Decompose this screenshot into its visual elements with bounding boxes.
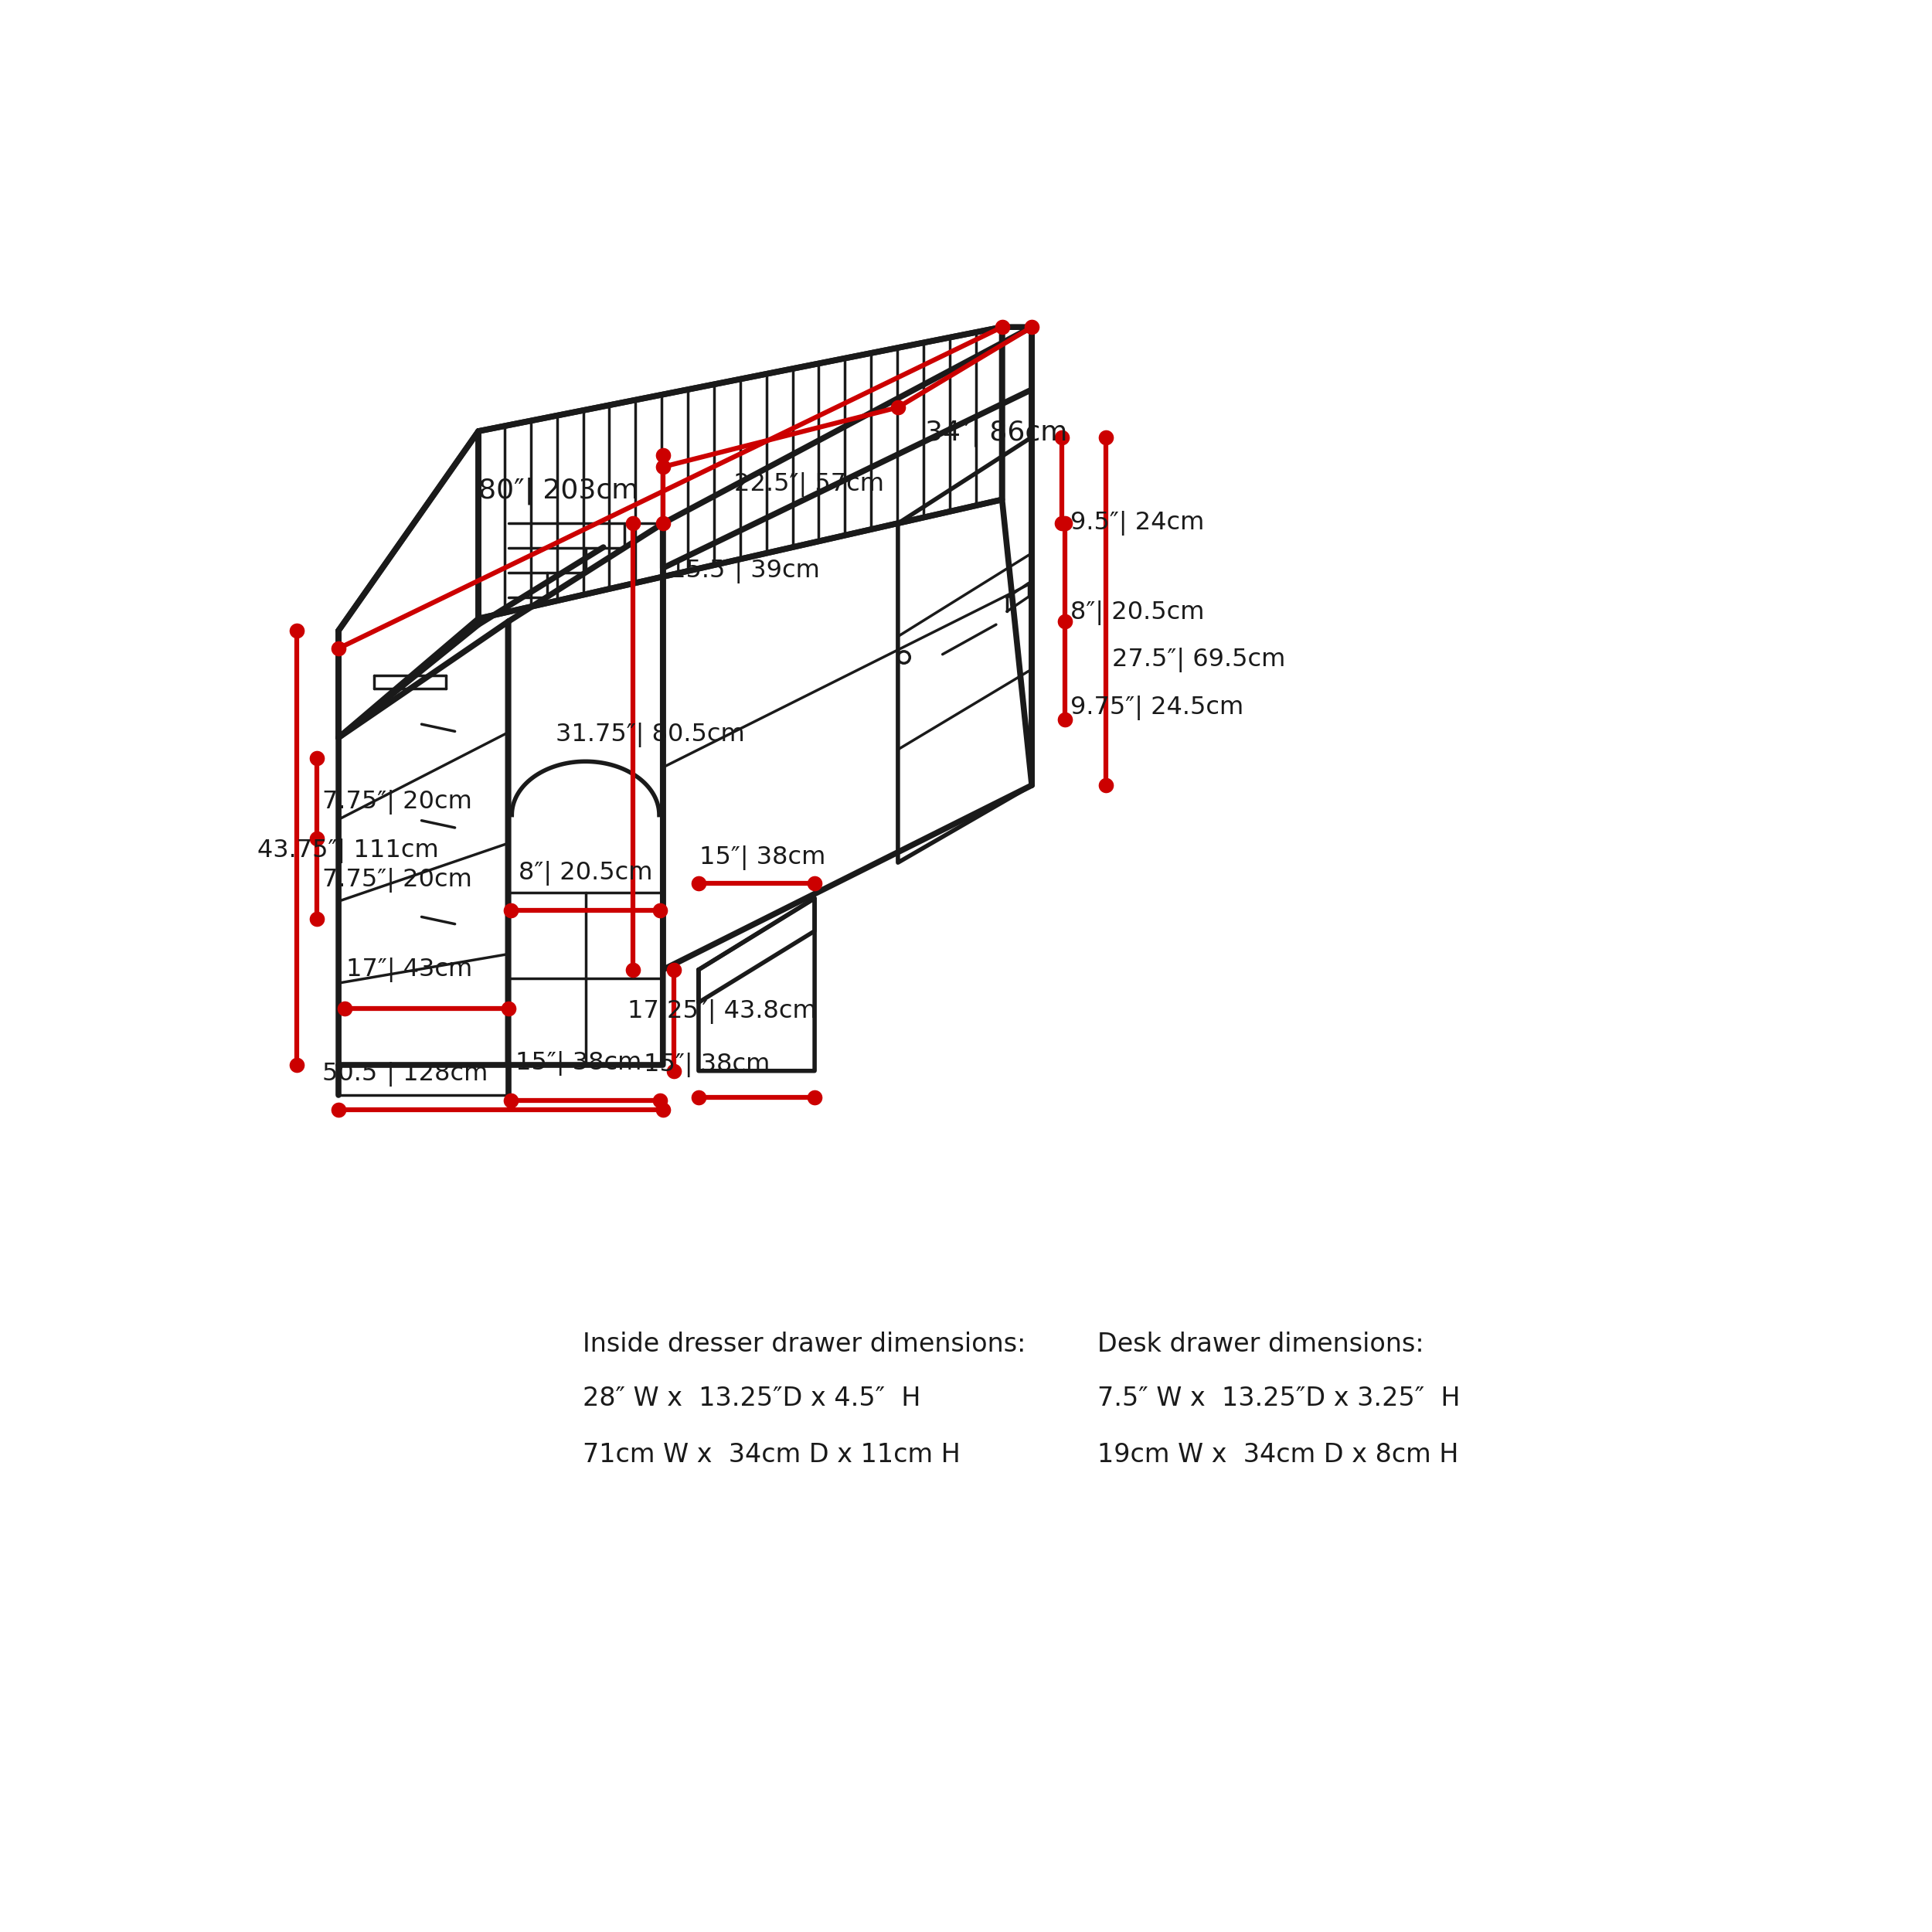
Text: 7.75″| 20cm: 7.75″| 20cm: [323, 790, 471, 813]
Text: 50.5″| 128cm: 50.5″| 128cm: [323, 1061, 489, 1086]
Point: [1092, 769, 1122, 800]
Text: 7.75″| 20cm: 7.75″| 20cm: [323, 867, 471, 893]
Point: [800, 867, 831, 898]
Text: Desk drawer dimensions:: Desk drawer dimensions:: [1097, 1331, 1424, 1358]
Text: 15″| 38cm: 15″| 38cm: [699, 846, 827, 869]
Text: 80″| 203cm: 80″| 203cm: [479, 477, 639, 504]
Text: 8″| 20.5cm: 8″| 20.5cm: [520, 862, 653, 885]
Point: [1045, 508, 1076, 539]
Point: [328, 993, 359, 1024]
Text: 15″| 38cm: 15″| 38cm: [516, 1051, 641, 1076]
Point: [301, 823, 332, 854]
Point: [282, 614, 313, 645]
Text: 31.75″| 80.5cm: 31.75″| 80.5cm: [556, 723, 746, 748]
Text: 15.5″| 39cm: 15.5″| 39cm: [670, 558, 819, 583]
Text: Inside dresser drawer dimensions:: Inside dresser drawer dimensions:: [583, 1331, 1026, 1358]
Point: [987, 311, 1018, 342]
Point: [684, 867, 715, 898]
Text: 28″ W x  13.25″D x 4.5″  H: 28″ W x 13.25″D x 4.5″ H: [583, 1385, 920, 1410]
Text: 9.5″| 24cm: 9.5″| 24cm: [1070, 512, 1204, 535]
Text: 71cm W x  34cm D x 11cm H: 71cm W x 34cm D x 11cm H: [583, 1441, 960, 1468]
Point: [301, 744, 332, 775]
Point: [883, 392, 914, 423]
Text: 17.25″| 43.8cm: 17.25″| 43.8cm: [628, 999, 817, 1024]
Text: 7.5″ W x  13.25″D x 3.25″  H: 7.5″ W x 13.25″D x 3.25″ H: [1097, 1385, 1461, 1410]
Point: [323, 634, 354, 665]
Point: [497, 1086, 527, 1117]
Point: [1045, 421, 1076, 452]
Point: [1049, 705, 1080, 736]
Point: [659, 1055, 690, 1086]
Text: 15″| 38cm: 15″| 38cm: [643, 1053, 771, 1078]
Text: 19cm W x  34cm D x 8cm H: 19cm W x 34cm D x 8cm H: [1097, 1441, 1459, 1468]
Point: [684, 1082, 715, 1113]
Point: [1092, 421, 1122, 452]
Point: [1049, 508, 1080, 539]
Point: [618, 508, 649, 539]
Point: [1049, 607, 1080, 638]
Point: [282, 1049, 313, 1080]
Point: [647, 452, 678, 483]
Point: [323, 1094, 354, 1124]
Point: [645, 1086, 676, 1117]
Point: [1016, 311, 1047, 342]
Point: [645, 895, 676, 925]
Text: 27.5″| 69.5cm: 27.5″| 69.5cm: [1113, 647, 1285, 672]
Point: [800, 1082, 831, 1113]
Point: [618, 954, 649, 985]
Text: 34″| 86cm: 34″| 86cm: [925, 419, 1066, 446]
Text: 43.75″| 111cm: 43.75″| 111cm: [257, 838, 439, 864]
Text: 8″| 20.5cm: 8″| 20.5cm: [1070, 601, 1204, 626]
Point: [647, 1094, 678, 1124]
Text: 17″| 43cm: 17″| 43cm: [346, 958, 473, 981]
Point: [301, 904, 332, 935]
Point: [493, 993, 524, 1024]
Text: 22.5″| 57cm: 22.5″| 57cm: [734, 471, 885, 497]
Point: [659, 954, 690, 985]
Point: [647, 439, 678, 469]
Point: [647, 508, 678, 539]
Point: [497, 895, 527, 925]
Text: 9.75″| 24.5cm: 9.75″| 24.5cm: [1070, 696, 1244, 721]
